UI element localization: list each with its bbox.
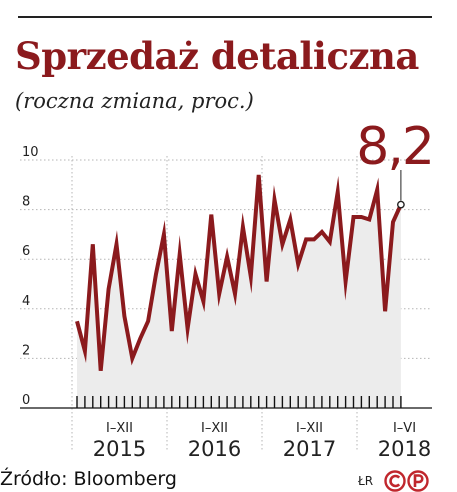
period-label: I–XII [106, 421, 133, 436]
author-initials: ŁR [358, 474, 374, 488]
y-tick-label: 10 [22, 145, 39, 160]
top-rule [18, 16, 432, 18]
source-label: Źródło: Bloomberg [0, 468, 177, 490]
callout-value: 8,2 [356, 117, 433, 177]
area-fill [77, 174, 401, 408]
period-label: I–VI [393, 421, 416, 436]
period-label: I–XII [296, 421, 323, 436]
y-tick-label: 4 [22, 294, 30, 309]
y-tick-label: 6 [22, 244, 30, 259]
y-tick-label: 0 [22, 393, 30, 408]
y-tick-label: 8 [22, 195, 30, 210]
y-tick-label: 2 [22, 343, 30, 358]
publisher-logo [384, 470, 429, 492]
year-label: 2016 [188, 437, 241, 461]
year-label: 2015 [93, 437, 146, 461]
page-title: Sprzedaż detaliczna [15, 34, 419, 78]
year-label: 2017 [283, 437, 336, 461]
chart-subtitle: (roczna zmiana, proc.) [15, 89, 254, 113]
last-point-marker [396, 200, 405, 209]
year-label: 2018 [378, 437, 431, 461]
series-line [75, 174, 403, 371]
period-label: I–XII [201, 421, 228, 436]
